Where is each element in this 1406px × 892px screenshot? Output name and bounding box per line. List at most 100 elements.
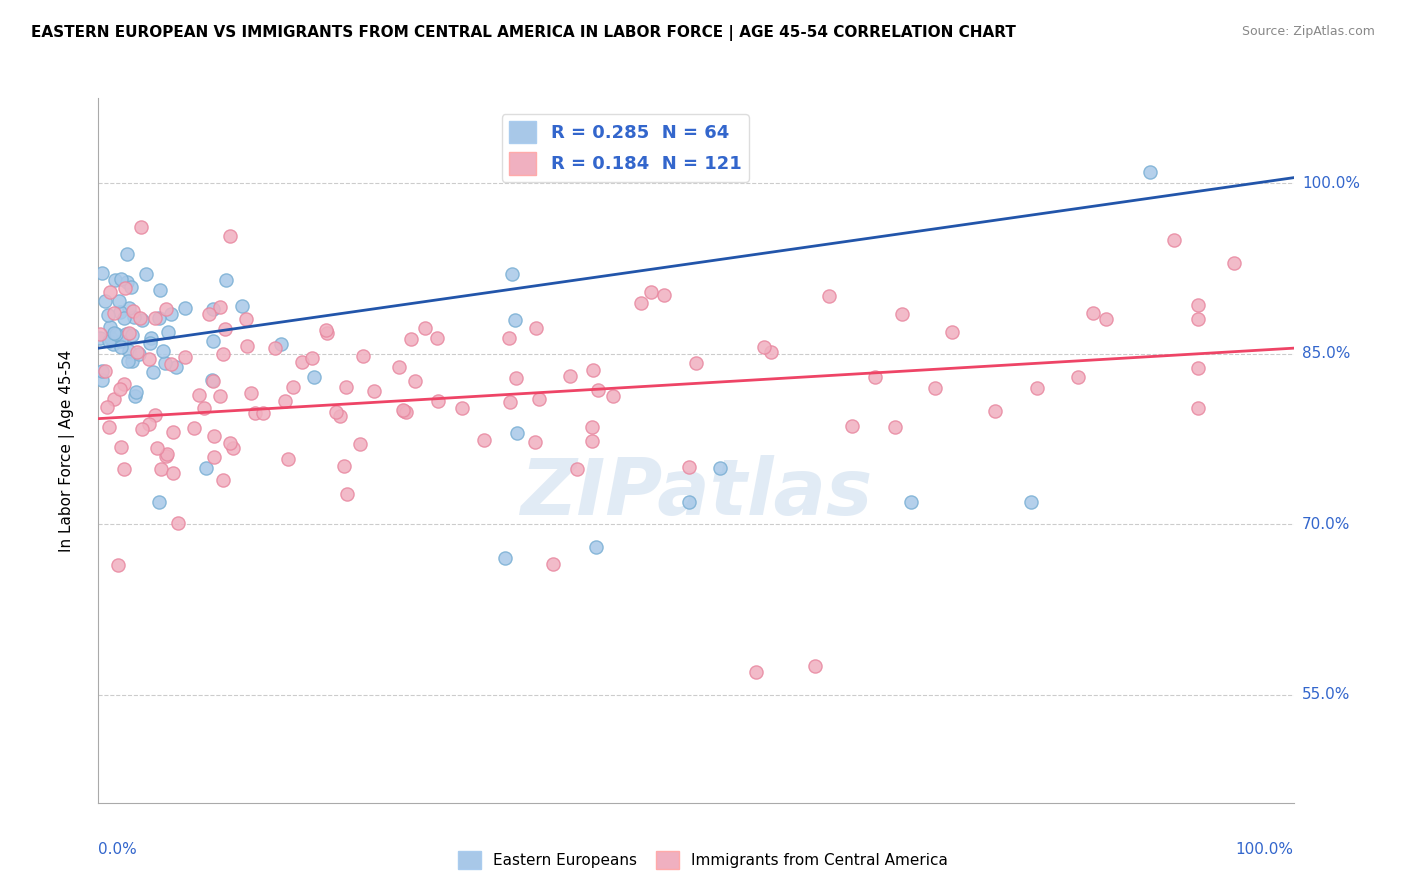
Y-axis label: In Labor Force | Age 45-54: In Labor Force | Age 45-54 [59, 350, 75, 551]
Point [352, 349, 374, 363]
Point [236, 338, 259, 352]
Point [984, 403, 1007, 417]
Point [865, 369, 887, 384]
Point [104, 273, 127, 287]
Point [392, 403, 415, 417]
Text: 0.0%: 0.0% [98, 841, 138, 856]
Text: 70.0%: 70.0% [1302, 516, 1350, 532]
Point [105, 326, 128, 341]
Point [98, 420, 121, 434]
Point [112, 462, 135, 476]
Point [329, 409, 352, 424]
Point [195, 460, 218, 475]
Point [817, 289, 839, 303]
Point [884, 420, 907, 434]
Point [1067, 369, 1090, 384]
Point [138, 417, 160, 432]
Point [388, 359, 411, 374]
Point [219, 228, 242, 243]
Point [630, 295, 652, 310]
Point [582, 362, 605, 376]
Point [202, 429, 225, 443]
Point [107, 558, 129, 572]
Point [1223, 256, 1246, 270]
Point [685, 356, 707, 370]
Point [138, 351, 160, 366]
Point [128, 347, 150, 361]
Point [97, 308, 120, 322]
Point [96, 400, 118, 414]
Point [240, 386, 263, 401]
Point [1163, 233, 1185, 247]
Point [900, 494, 922, 508]
Point [302, 369, 325, 384]
Point [336, 487, 359, 501]
Point [505, 370, 527, 384]
Point [149, 284, 172, 298]
Point [108, 305, 131, 319]
Text: 100.0%: 100.0% [1236, 841, 1294, 856]
Point [274, 393, 297, 408]
Point [264, 341, 287, 355]
Point [160, 357, 183, 371]
Point [524, 320, 547, 334]
Point [94, 364, 117, 378]
Point [135, 268, 157, 282]
Point [201, 374, 224, 388]
Point [183, 421, 205, 435]
Point [270, 336, 292, 351]
Point [678, 459, 700, 474]
Text: 55.0%: 55.0% [1302, 688, 1350, 702]
Point [451, 401, 474, 416]
Legend: Eastern Europeans, Immigrants from Central America: Eastern Europeans, Immigrants from Centr… [453, 845, 953, 875]
Text: EASTERN EUROPEAN VS IMMIGRANTS FROM CENTRAL AMERICA IN LABOR FORCE | AGE 45-54 C: EASTERN EUROPEAN VS IMMIGRANTS FROM CENT… [31, 25, 1015, 41]
Point [165, 359, 187, 374]
Point [138, 335, 160, 350]
Point [291, 354, 314, 368]
Point [110, 340, 132, 354]
Point [110, 272, 132, 286]
Point [118, 326, 141, 340]
Point [1019, 494, 1042, 508]
Point [142, 365, 165, 379]
Point [115, 275, 138, 289]
Point [141, 331, 163, 345]
Point [193, 401, 215, 416]
Text: ZIPatlas: ZIPatlas [520, 455, 872, 531]
Point [494, 551, 516, 566]
Point [581, 420, 603, 434]
Point [581, 434, 603, 448]
Point [114, 281, 136, 295]
Point [752, 341, 775, 355]
Point [174, 350, 197, 364]
Point [219, 435, 242, 450]
Point [281, 380, 304, 394]
Point [89, 331, 111, 345]
Point [214, 322, 236, 336]
Point [652, 288, 675, 302]
Point [91, 266, 114, 280]
Point [1187, 401, 1209, 415]
Point [709, 460, 731, 475]
Point [110, 440, 132, 454]
Point [565, 462, 588, 476]
Point [103, 306, 125, 320]
Point [325, 405, 347, 419]
Point [128, 311, 150, 326]
Point [148, 311, 170, 326]
Point [212, 347, 235, 361]
Point [152, 343, 174, 358]
Point [125, 384, 148, 399]
Point [841, 419, 863, 434]
Point [91, 373, 114, 387]
Point [215, 273, 238, 287]
Point [301, 351, 323, 365]
Point [499, 394, 522, 409]
Point [125, 344, 148, 359]
Point [90, 364, 112, 378]
Point [143, 409, 166, 423]
Point [89, 326, 111, 341]
Point [231, 299, 253, 313]
Point [197, 307, 219, 321]
Text: 100.0%: 100.0% [1302, 176, 1360, 191]
